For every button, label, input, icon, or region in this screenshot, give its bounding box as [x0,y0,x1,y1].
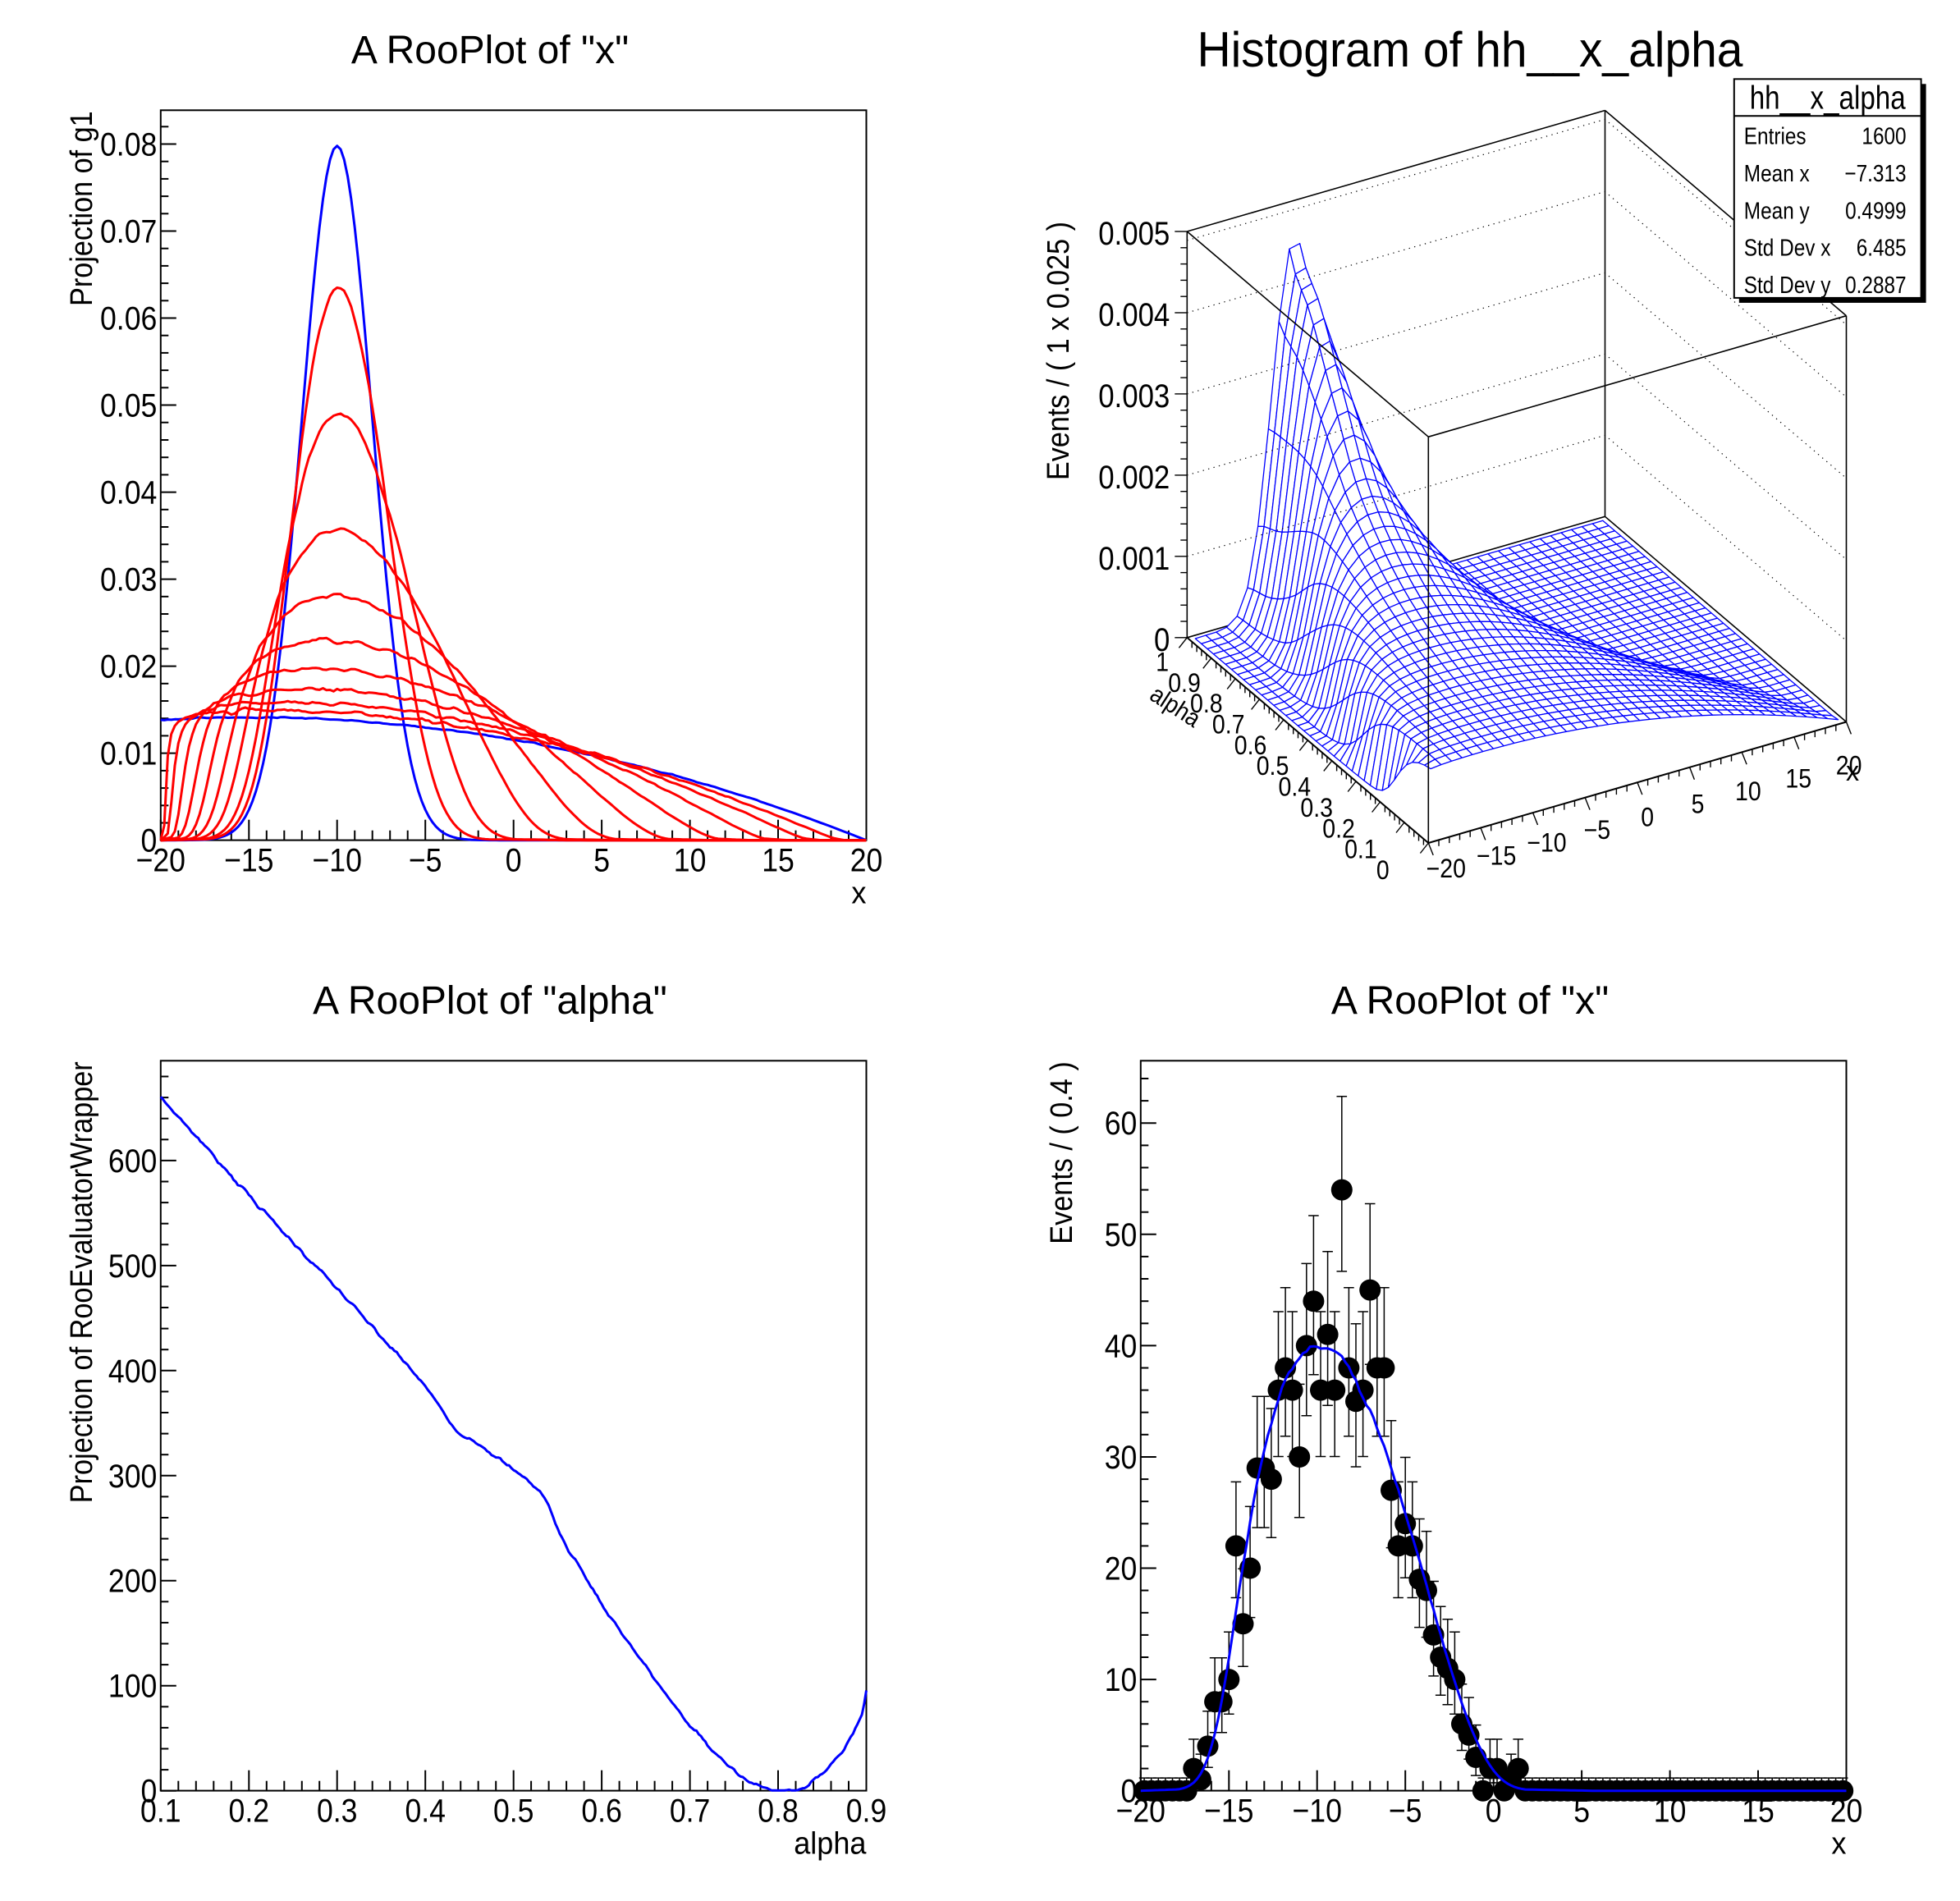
svg-text:0.2: 0.2 [229,1793,270,1830]
svg-text:0.3: 0.3 [317,1793,358,1830]
svg-text:10: 10 [1735,776,1761,806]
svg-text:0.4999: 0.4999 [1845,198,1907,224]
svg-text:x: x [1831,1827,1846,1862]
svg-text:50: 50 [1105,1217,1138,1253]
svg-text:500: 500 [108,1248,157,1285]
svg-text:6.485: 6.485 [1857,236,1907,262]
svg-text:0: 0 [506,843,522,879]
svg-text:0.6: 0.6 [581,1793,622,1830]
svg-text:0: 0 [1154,622,1170,658]
svg-text:60: 60 [1105,1106,1138,1142]
svg-text:1: 1 [1156,648,1169,677]
svg-text:A RooPlot of "x": A RooPlot of "x" [1331,979,1609,1023]
svg-text:0.2: 0.2 [1322,813,1355,843]
svg-text:0.5: 0.5 [1257,751,1289,781]
svg-text:0.7: 0.7 [1212,710,1245,740]
svg-text:0.6: 0.6 [1234,731,1267,760]
svg-text:alpha: alpha [794,1827,867,1862]
svg-text:0.4: 0.4 [405,1793,446,1830]
svg-text:0.5: 0.5 [493,1793,534,1830]
svg-text:0.8: 0.8 [758,1793,799,1830]
svg-text:−15: −15 [1204,1793,1253,1830]
svg-text:0: 0 [1121,1774,1138,1810]
svg-text:−10: −10 [1527,828,1566,858]
svg-text:A RooPlot of "alpha": A RooPlot of "alpha" [313,979,667,1023]
svg-text:Projection of g1: Projection of g1 [65,111,99,306]
svg-text:0.04: 0.04 [100,475,157,511]
svg-text:Histogram of hh__x_alpha: Histogram of hh__x_alpha [1198,22,1744,77]
svg-text:20: 20 [1105,1551,1138,1587]
svg-text:A RooPlot of "x": A RooPlot of "x" [351,29,629,72]
svg-text:30: 30 [1105,1440,1138,1476]
svg-text:0.08: 0.08 [100,127,157,163]
svg-text:−5: −5 [409,843,442,879]
svg-text:−5: −5 [1389,1793,1422,1830]
svg-text:0.03: 0.03 [100,562,157,598]
svg-text:Events / ( 0.4 ): Events / ( 0.4 ) [1045,1061,1079,1244]
svg-text:x: x [1846,756,1859,787]
svg-text:0.9: 0.9 [1168,668,1201,698]
svg-text:0.05: 0.05 [100,388,157,424]
svg-text:0.02: 0.02 [100,649,157,685]
svg-text:x: x [851,877,866,911]
svg-text:300: 300 [108,1459,157,1495]
svg-text:Events / ( 1 x 0.025 ): Events / ( 1 x 0.025 ) [1042,222,1076,480]
svg-text:5: 5 [1692,790,1705,819]
svg-text:−10: −10 [1293,1793,1342,1830]
svg-text:15: 15 [1785,763,1811,793]
svg-text:0.9: 0.9 [846,1793,887,1830]
svg-text:5: 5 [1573,1793,1590,1830]
svg-text:Mean y: Mean y [1744,198,1810,224]
svg-text:0.2887: 0.2887 [1845,273,1907,299]
svg-text:0: 0 [1486,1793,1502,1830]
svg-text:40: 40 [1105,1328,1138,1364]
svg-text:Std Dev x: Std Dev x [1744,236,1831,262]
svg-text:0: 0 [141,823,158,859]
svg-text:−20: −20 [136,843,185,879]
svg-text:0.8: 0.8 [1190,689,1223,718]
svg-text:Projection of RooEvaluatorWrap: Projection of RooEvaluatorWrapper [65,1061,99,1503]
svg-text:20: 20 [850,843,883,879]
svg-text:10: 10 [1105,1662,1138,1698]
svg-text:0: 0 [1641,802,1654,831]
svg-text:hh__x_alpha: hh__x_alpha [1750,80,1907,117]
svg-text:0.002: 0.002 [1098,460,1170,496]
svg-text:0.3: 0.3 [1300,793,1333,822]
svg-text:−10: −10 [313,843,362,879]
svg-text:5: 5 [593,843,610,879]
svg-text:−5: −5 [1584,815,1611,845]
svg-text:−20: −20 [1426,854,1466,883]
svg-text:Entries: Entries [1744,124,1807,150]
svg-text:0.7: 0.7 [670,1793,711,1830]
svg-text:20: 20 [1836,751,1862,781]
svg-text:−15: −15 [224,843,273,879]
svg-text:0.005: 0.005 [1098,216,1170,252]
svg-text:0.1: 0.1 [140,1793,181,1830]
svg-text:0.1: 0.1 [1344,835,1377,864]
svg-text:600: 600 [108,1143,157,1180]
svg-text:Std Dev y: Std Dev y [1744,273,1831,299]
svg-text:Mean x: Mean x [1744,161,1810,187]
svg-text:1600: 1600 [1862,124,1906,150]
svg-text:−15: −15 [1477,841,1516,870]
svg-text:0: 0 [141,1774,158,1810]
svg-text:0.07: 0.07 [100,214,157,250]
svg-text:0.06: 0.06 [100,301,157,337]
svg-text:0.01: 0.01 [100,736,157,772]
svg-text:100: 100 [108,1669,157,1705]
svg-text:200: 200 [108,1564,157,1600]
svg-text:0: 0 [1376,855,1390,885]
svg-text:0.4: 0.4 [1279,772,1312,802]
svg-text:15: 15 [762,843,795,879]
svg-text:10: 10 [674,843,707,879]
svg-text:0.004: 0.004 [1098,297,1170,333]
svg-text:−7.313: −7.313 [1844,161,1906,187]
svg-text:0.003: 0.003 [1098,378,1170,415]
svg-text:0.001: 0.001 [1098,541,1170,577]
svg-text:400: 400 [108,1354,157,1390]
